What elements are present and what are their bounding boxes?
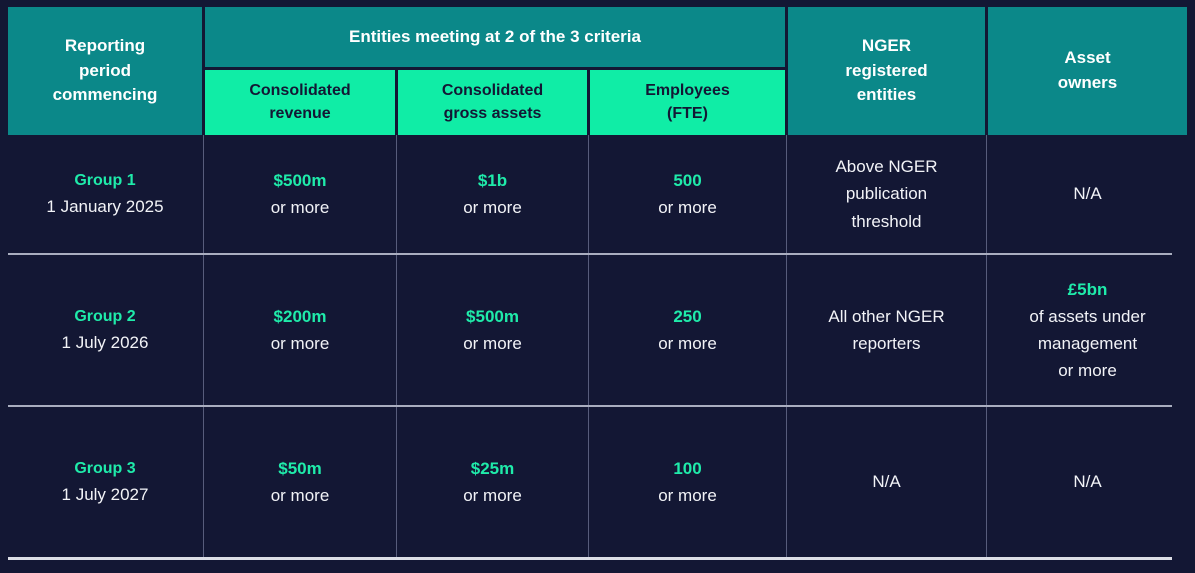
header-employees-fte-label: Employees (FTE) (645, 82, 730, 122)
header-consolidated-gross-assets-label: Consolidated gross assets (441, 82, 544, 122)
group-2-revenue-value: $200m (273, 306, 327, 326)
group-1-assets-value: $1b (477, 170, 508, 190)
cell-group-1-period: Group 1 1 January 2025 (8, 135, 202, 253)
cell-group-3-nger: N/A (786, 407, 985, 557)
group-1-employees-value: 500 (673, 170, 702, 190)
cell-group-3-employees: 100 or more (588, 407, 785, 557)
cell-group-2-period: Group 2 1 July 2026 (8, 255, 202, 405)
cell-group-2-revenue: $200m or more (203, 255, 395, 405)
cell-group-1-revenue: $500m or more (203, 135, 395, 253)
table-row-group-2: Group 2 1 July 2026 $200m or more $500m … (8, 253, 1172, 405)
cell-group-2-asset-owners: £5bn of assets under management or more (986, 255, 1187, 405)
group-2-assets-value: $500m (466, 306, 519, 326)
header-asset-owners: Asset owners (988, 7, 1187, 135)
group-2-date: 1 July 2026 (61, 333, 149, 353)
group-3-assets-sub: or more (463, 486, 522, 505)
group-3-revenue-sub: or more (270, 486, 330, 505)
table-body: Group 1 1 January 2025 $500m or more $1b… (8, 135, 1172, 560)
group-1-date: 1 January 2025 (46, 197, 164, 217)
group-2-employees-value: 250 (673, 306, 702, 326)
cell-group-2-nger: All other NGER reporters (786, 255, 985, 405)
cell-group-2-employees: 250 or more (588, 255, 785, 405)
header-nger-registered-entities: NGER registered entities (788, 7, 985, 135)
cell-group-3-assets: $25m or more (396, 407, 587, 557)
reporting-groups-table: Reporting period commencing Entities mee… (8, 7, 1187, 560)
cell-group-1-employees: 500 or more (588, 135, 785, 253)
group-2-asset-owners-sub: of assets under management or more (1029, 306, 1146, 381)
group-2-nger-text: All other NGER reporters (828, 306, 945, 353)
group-1-asset-owners-text: N/A (1073, 184, 1102, 204)
cell-group-1-assets: $1b or more (396, 135, 587, 253)
header-entities-band-label: Entities meeting at 2 of the 3 criteria (349, 26, 641, 46)
group-3-revenue-value: $50m (278, 458, 322, 478)
cell-group-2-assets: $500m or more (396, 255, 587, 405)
group-3-date: 1 July 2027 (61, 485, 149, 505)
group-2-label: Group 2 (74, 307, 136, 325)
group-3-nger-text: N/A (872, 472, 901, 492)
group-2-asset-owners-value: £5bn (1067, 279, 1108, 299)
header-asset-owners-label: Asset owners (1057, 48, 1118, 92)
group-3-asset-owners-text: N/A (1073, 472, 1102, 492)
header-consolidated-gross-assets: Consolidated gross assets (398, 70, 587, 135)
group-2-assets-sub: or more (463, 334, 522, 353)
cell-group-1-nger: Above NGER publication threshold (786, 135, 985, 253)
header-employees-fte: Employees (FTE) (590, 70, 785, 135)
header-nger-label: NGER registered entities (845, 36, 928, 105)
group-3-assets-value: $25m (470, 458, 515, 478)
cell-group-3-asset-owners: N/A (986, 407, 1187, 557)
header-entities-band: Entities meeting at 2 of the 3 criteria (205, 7, 785, 67)
group-3-employees-sub: or more (658, 486, 717, 505)
group-1-nger-text: Above NGER publication threshold (835, 157, 938, 231)
table-row-group-3: Group 3 1 July 2027 $50m or more $25m or… (8, 405, 1172, 557)
group-1-label: Group 1 (74, 171, 136, 189)
group-1-revenue-sub: or more (270, 198, 330, 217)
group-1-assets-sub: or more (463, 198, 522, 217)
group-1-revenue-value: $500m (273, 170, 327, 190)
cell-group-1-asset-owners: N/A (986, 135, 1187, 253)
cell-group-3-revenue: $50m or more (203, 407, 395, 557)
table-row-group-1: Group 1 1 January 2025 $500m or more $1b… (8, 135, 1172, 253)
header-reporting-period-label: Reporting period commencing (52, 36, 158, 105)
group-2-revenue-sub: or more (270, 334, 330, 353)
header-reporting-period: Reporting period commencing (8, 7, 202, 135)
table-header: Reporting period commencing Entities mee… (8, 7, 1187, 135)
group-3-employees-value: 100 (673, 458, 702, 478)
header-consolidated-revenue-label: Consolidated revenue (249, 82, 351, 122)
group-2-employees-sub: or more (658, 334, 717, 353)
header-consolidated-revenue: Consolidated revenue (205, 70, 395, 135)
group-3-label: Group 3 (74, 459, 136, 477)
cell-group-3-period: Group 3 1 July 2027 (8, 407, 202, 557)
group-1-employees-sub: or more (658, 198, 717, 217)
